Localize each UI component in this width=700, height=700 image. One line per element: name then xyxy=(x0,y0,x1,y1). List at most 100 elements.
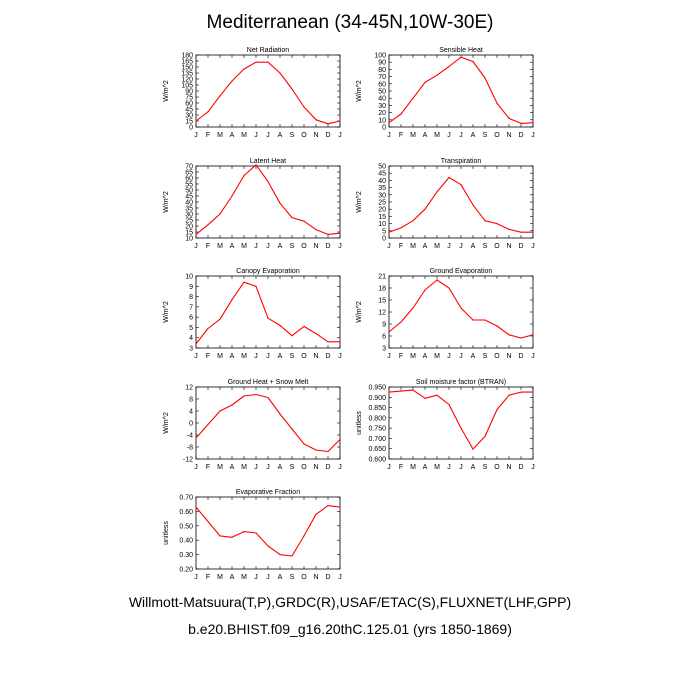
chart-sensible-heat: Sensible Heat W/m^2 0102030405060708090100… xyxy=(356,47,535,139)
x-tick-label: A xyxy=(230,574,235,581)
x-tick-label: J xyxy=(338,353,342,360)
y-tick-label: 40 xyxy=(378,178,386,185)
data-point xyxy=(255,532,257,534)
x-tick-label: J xyxy=(338,464,342,471)
series-line xyxy=(195,61,341,125)
series-line xyxy=(388,279,534,339)
data-point xyxy=(436,191,438,193)
y-tick-label: -12 xyxy=(183,457,193,464)
x-tick-label: M xyxy=(241,574,247,581)
y-axis-label: W/m^2 xyxy=(163,412,170,434)
x-tick-label: M xyxy=(434,464,440,471)
x-tick-label: A xyxy=(278,574,283,581)
data-point xyxy=(207,423,209,426)
series-line xyxy=(195,393,341,453)
y-tick-label: 135 xyxy=(181,71,193,78)
data-point xyxy=(532,231,534,233)
data-point xyxy=(460,427,462,429)
y-axis-label: W/m^2 xyxy=(356,301,363,323)
x-tick-label: J xyxy=(387,464,391,471)
x-tick-label: A xyxy=(278,132,283,139)
x-tick-label: O xyxy=(494,464,500,471)
data-point xyxy=(231,195,233,197)
y-tick-label: 90 xyxy=(185,89,193,96)
data-point xyxy=(400,113,402,115)
x-tick-label: J xyxy=(254,574,258,581)
data-point xyxy=(412,97,414,99)
x-tick-label: N xyxy=(506,132,511,139)
y-tick-label: 75 xyxy=(185,95,193,102)
data-point xyxy=(219,410,221,412)
plot-frame xyxy=(388,165,534,239)
data-point xyxy=(243,395,245,397)
y-tick-label: 50 xyxy=(378,89,386,96)
data-point xyxy=(267,396,269,399)
x-tick-label: N xyxy=(506,464,511,471)
plot-frame xyxy=(195,54,341,128)
y-tick-label: 15 xyxy=(185,230,193,237)
chart-title: Soil moisture factor (BTRAN) xyxy=(416,379,506,386)
y-tick-label: 10 xyxy=(185,274,193,281)
x-tick-label: A xyxy=(278,353,283,360)
x-tick-label: J xyxy=(266,243,270,250)
data-point xyxy=(327,341,329,343)
y-tick-label: 0.40 xyxy=(179,538,193,545)
x-tick-label: A xyxy=(423,353,428,360)
x-tick-label: A xyxy=(423,464,428,471)
x-tick-label: S xyxy=(290,353,295,360)
chart-title: Canopy Evaporation xyxy=(236,268,300,275)
data-point xyxy=(436,74,438,76)
x-tick-label: F xyxy=(206,464,210,471)
data-point xyxy=(412,389,414,391)
x-tick-label: M xyxy=(217,574,223,581)
data-point xyxy=(255,285,257,287)
data-point xyxy=(460,56,462,58)
y-tick-label: 35 xyxy=(185,206,193,213)
x-tick-label: N xyxy=(506,243,511,250)
series-line xyxy=(195,281,340,345)
data-point xyxy=(400,227,402,229)
chart-soil-moisture-factor-btran: Soil moisture factor (BTRAN) unitless 0.60… xyxy=(356,379,535,471)
data-point xyxy=(496,223,498,225)
y-tick-label: 45 xyxy=(185,107,193,114)
data-point xyxy=(508,334,510,336)
x-tick-label: F xyxy=(206,574,210,581)
y-tick-label: 100 xyxy=(374,53,386,60)
y-tick-label: 30 xyxy=(185,113,193,120)
series-line xyxy=(388,56,534,124)
data-point xyxy=(448,287,450,289)
data-point xyxy=(255,164,257,166)
data-point xyxy=(448,403,450,406)
x-tick-label: A xyxy=(230,353,235,360)
x-tick-label: N xyxy=(313,574,318,581)
y-tick-label: 120 xyxy=(181,77,193,84)
y-tick-label: 60 xyxy=(185,176,193,183)
x-tick-label: M xyxy=(434,243,440,250)
data-point xyxy=(255,393,257,396)
x-tick-label: N xyxy=(313,353,318,360)
page-title: Mediterranean (34-45N,10W-30E) xyxy=(206,12,494,33)
x-tick-label: J xyxy=(266,464,270,471)
x-tick-label: O xyxy=(301,353,307,360)
y-tick-label: 0.850 xyxy=(368,405,386,412)
y-tick-label: 0.60 xyxy=(179,509,193,516)
x-tick-label: F xyxy=(399,243,403,250)
x-tick-label: J xyxy=(338,243,342,250)
x-tick-label: N xyxy=(313,464,318,471)
data-point xyxy=(532,334,534,336)
data-point xyxy=(243,175,245,177)
series-line xyxy=(388,389,533,450)
data-point xyxy=(484,220,486,222)
x-tick-label: J xyxy=(387,132,391,139)
data-point xyxy=(339,506,341,508)
data-point xyxy=(424,289,426,291)
x-tick-label: S xyxy=(483,464,488,471)
y-tick-label: 15 xyxy=(378,298,386,305)
x-tick-label: J xyxy=(194,243,198,250)
plot-frame xyxy=(388,275,534,349)
data-point xyxy=(267,61,269,63)
y-tick-label: 60 xyxy=(185,101,193,108)
data-point xyxy=(339,232,341,234)
